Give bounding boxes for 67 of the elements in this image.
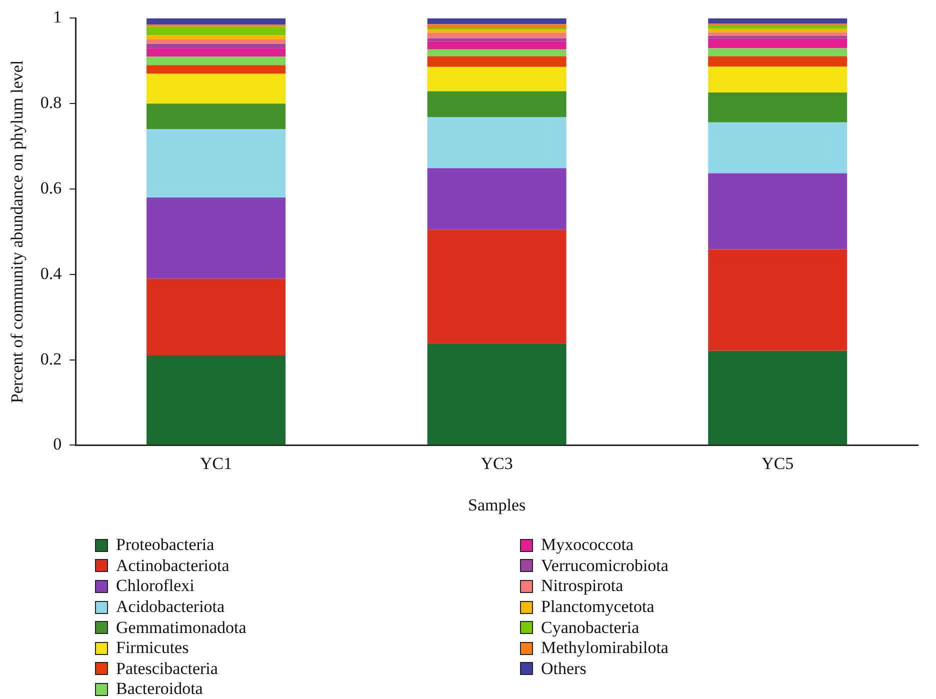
bar (427, 230, 566, 344)
legend-label: Patescibacteria (116, 658, 218, 679)
legend-label: Firmicutes (116, 638, 189, 658)
bar (146, 40, 286, 44)
x-tick-label: YC3 (480, 454, 513, 473)
bar (708, 249, 848, 351)
legend-label: Proteobacteria (116, 535, 214, 556)
legend-label: Bacteroidota (116, 679, 203, 699)
legend-label: Nitrospirota (541, 576, 624, 596)
bar (427, 41, 566, 50)
bar (708, 48, 848, 56)
legend-label: Acidobacteriota (116, 597, 225, 618)
bar (708, 28, 848, 32)
bar (427, 32, 566, 38)
legend-label: Cyanobacteria (541, 618, 640, 638)
y-tick-label: 0.6 (40, 178, 62, 198)
bar (708, 38, 848, 48)
bar (708, 36, 848, 38)
bar (708, 92, 848, 122)
x-tick-label: YC1 (200, 454, 232, 473)
bar (427, 344, 566, 445)
bar (708, 173, 848, 250)
bar (708, 25, 848, 29)
bar (427, 30, 566, 33)
bar (427, 66, 566, 92)
x-axis-title: Samples (468, 495, 526, 514)
bar (708, 18, 848, 24)
bar (708, 66, 848, 92)
bar (146, 356, 286, 445)
bar (427, 91, 566, 118)
bar (146, 74, 286, 104)
legend-label: Actinobacteriota (116, 556, 230, 576)
y-tick-label: 1 (53, 8, 62, 27)
bar (146, 104, 286, 130)
bar (146, 26, 286, 36)
bar (708, 56, 848, 66)
bar (427, 56, 566, 67)
x-tick-label: YC5 (762, 454, 794, 473)
y-tick-label: 0.8 (40, 93, 62, 112)
bar (146, 129, 286, 198)
legend-label: Gemmatimonadota (116, 618, 246, 638)
bar (427, 49, 566, 56)
bar (146, 18, 286, 25)
legend-label: Myxococcota (541, 535, 634, 556)
y-tick-label: 0.4 (40, 264, 62, 283)
bar (146, 278, 286, 356)
bar (146, 48, 286, 57)
legend-label: Planctomycetota (541, 597, 654, 618)
y-axis-title: Percent of community abundance on phylum level (8, 60, 27, 404)
bar (146, 198, 286, 279)
bar (427, 24, 566, 28)
legend-label: Chloroflexi (116, 576, 194, 596)
bar (146, 35, 286, 40)
bar (146, 44, 286, 48)
legend-label: Others (541, 658, 586, 679)
bar (708, 350, 848, 445)
bar (427, 18, 566, 24)
legend-label: Verrucomicrobiota (541, 556, 668, 576)
bar (427, 117, 566, 168)
bar (146, 56, 286, 66)
bar (708, 122, 848, 174)
legend-label: Methylomirabilota (541, 638, 668, 658)
y-tick-label: 0.2 (40, 349, 62, 368)
y-tick-label: 0 (53, 434, 62, 454)
bar (427, 168, 566, 230)
bar (146, 65, 286, 74)
bar (427, 38, 566, 42)
